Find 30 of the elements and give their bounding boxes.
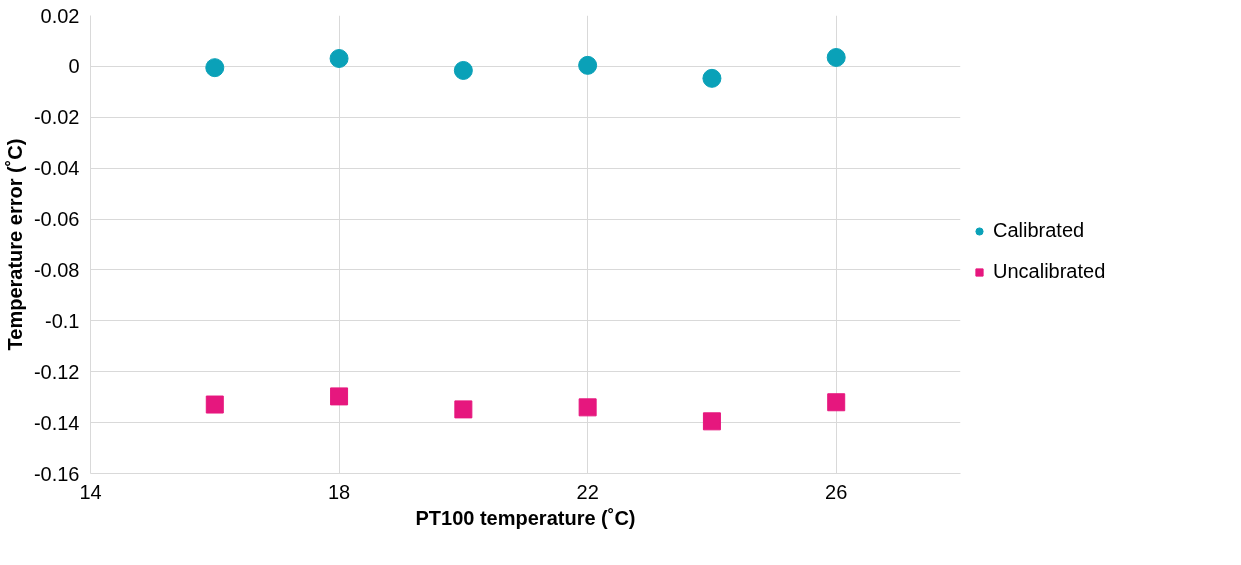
- point: [702, 68, 722, 88]
- x-tick-label: 26: [825, 480, 848, 503]
- point: [205, 395, 224, 414]
- point: [702, 412, 721, 431]
- point: [329, 49, 349, 68]
- y-tick-label: -0.16: [33, 462, 80, 485]
- y-tick-label: -0.08: [33, 258, 80, 281]
- x-tick-label: 14: [79, 480, 102, 503]
- point: [205, 58, 225, 78]
- point: [578, 55, 598, 75]
- y-tick-label: -0.14: [33, 411, 80, 434]
- x-tick-label: 22: [576, 480, 599, 503]
- legend-label: Uncalibrated: [993, 260, 1106, 283]
- legend-label: Calibrated: [993, 219, 1085, 242]
- x-axis-title: PT100 temperature (˚C): [415, 506, 636, 529]
- y-tick-label: -0.02: [33, 106, 80, 129]
- point: [453, 60, 473, 80]
- y-axis-title: Temperature error (˚C): [3, 138, 26, 351]
- point: [330, 387, 349, 406]
- point: [827, 393, 846, 412]
- y-tick-label: 0: [68, 55, 80, 78]
- y-tick-label: 0.02: [40, 4, 80, 27]
- y-tick-label: -0.04: [33, 157, 80, 180]
- x-tick-label: 18: [327, 480, 351, 503]
- y-tick-label: -0.12: [33, 360, 80, 383]
- point: [578, 398, 597, 417]
- y-tick-label: -0.1: [45, 309, 80, 332]
- y-tick-label: -0.06: [33, 208, 80, 231]
- point: [454, 400, 473, 419]
- point: [826, 48, 846, 67]
